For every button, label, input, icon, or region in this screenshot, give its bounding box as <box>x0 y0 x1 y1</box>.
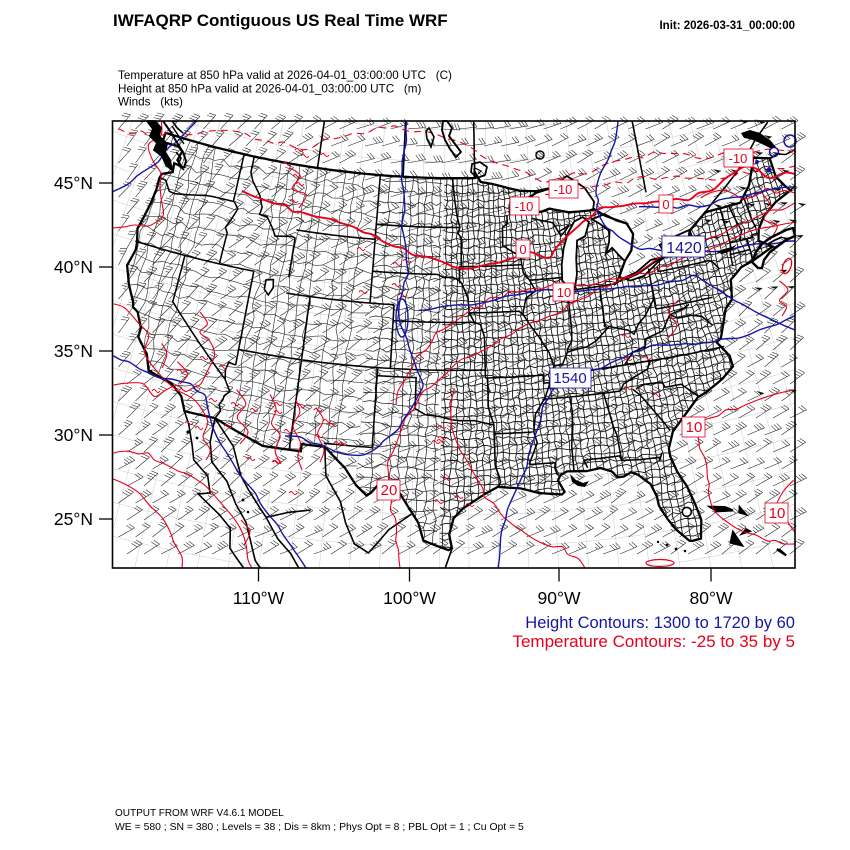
svg-text:20: 20 <box>381 482 398 499</box>
svg-text:90°W: 90°W <box>538 588 581 608</box>
svg-text:0: 0 <box>519 242 526 257</box>
svg-text:0: 0 <box>662 197 669 212</box>
svg-text:10: 10 <box>686 419 703 436</box>
svg-text:Init: 2026-03-31_00:00:00: Init: 2026-03-31_00:00:00 <box>659 20 795 32</box>
svg-text:80°W: 80°W <box>690 588 733 608</box>
svg-text:35°N: 35°N <box>54 341 93 361</box>
svg-text:45°N: 45°N <box>54 173 93 193</box>
svg-text:IWFAQRP Contiguous US Real Tim: IWFAQRP Contiguous US Real Time WRF <box>113 11 448 30</box>
svg-text:25°N: 25°N <box>54 509 93 529</box>
svg-text:100°W: 100°W <box>383 588 436 608</box>
svg-text:Height Contours: 1300 to 1720: Height Contours: 1300 to 1720 by 60 <box>525 614 795 632</box>
svg-text:40°N: 40°N <box>54 257 93 277</box>
svg-text:-10: -10 <box>554 182 573 197</box>
svg-text:WE = 580 ; SN = 380 ; Levels =: WE = 580 ; SN = 380 ; Levels = 38 ; Dis … <box>115 822 524 833</box>
svg-text:1540: 1540 <box>553 370 586 387</box>
svg-text:Temperature at 850 hPa valid a: Temperature at 850 hPa valid at 2026-04-… <box>118 69 452 82</box>
svg-text:-10: -10 <box>515 199 534 214</box>
svg-text:Winds (kts): Winds (kts) <box>118 96 183 109</box>
svg-text:10: 10 <box>557 285 571 300</box>
svg-text:Height at 850 hPa valid at 202: Height at 850 hPa valid at 2026-04-01_03… <box>118 83 422 96</box>
svg-text:110°W: 110°W <box>233 588 285 608</box>
svg-text:OUTPUT FROM WRF V4.6.1 MODEL: OUTPUT FROM WRF V4.6.1 MODEL <box>115 808 284 819</box>
svg-text:10: 10 <box>769 505 786 522</box>
svg-text:1420: 1420 <box>666 240 702 257</box>
svg-text:Temperature Contours: -25 to 3: Temperature Contours: -25 to 35 by 5 <box>512 632 795 651</box>
svg-text:30°N: 30°N <box>54 425 93 445</box>
svg-text:-10: -10 <box>729 151 748 166</box>
